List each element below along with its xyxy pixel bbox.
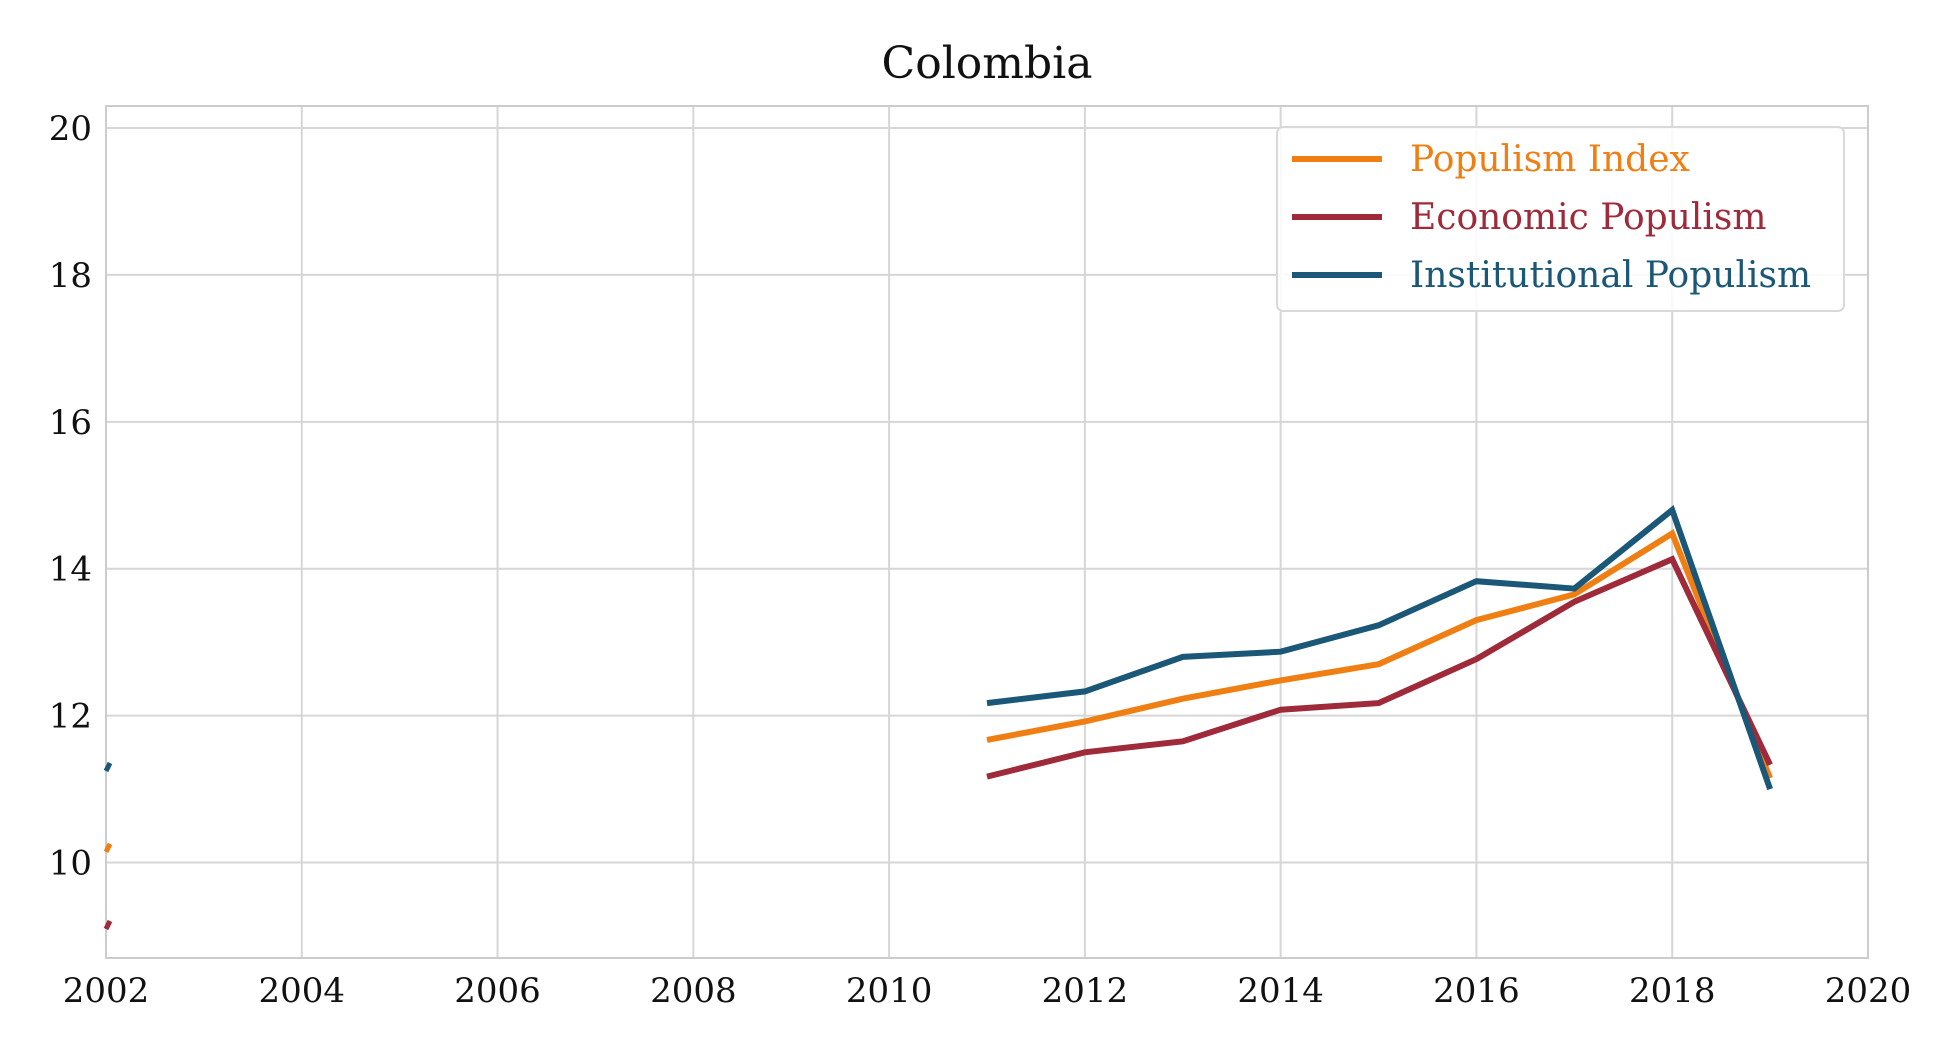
- series-populism-index: [103, 529, 1773, 853]
- legend-item: Institutional Populism: [1292, 255, 1811, 296]
- y-tick-label: 12: [49, 697, 92, 737]
- legend: Populism Index Economic Populism Instituti…: [1276, 126, 1845, 312]
- x-tick-label: 2014: [1237, 971, 1324, 1011]
- x-tick-label: 2006: [454, 971, 541, 1011]
- x-tick-label: 2016: [1433, 971, 1520, 1011]
- x-tick-label: 2012: [1042, 971, 1129, 1011]
- x-tick-label: 2020: [1825, 971, 1912, 1011]
- legend-item: Populism Index: [1292, 139, 1690, 180]
- y-axis: 10 12 14 16 18 20: [49, 109, 92, 883]
- grid: [105, 106, 1869, 958]
- x-tick-label: 2018: [1629, 971, 1716, 1011]
- chart-title: Colombia: [882, 38, 1093, 89]
- legend-label: Economic Populism: [1410, 197, 1767, 238]
- series-line: [986, 555, 1773, 780]
- series-economic-populism: [103, 555, 1773, 931]
- x-tick-label: 2004: [259, 971, 346, 1011]
- legend-label: Populism Index: [1410, 139, 1690, 180]
- series-layer: [103, 505, 1773, 931]
- data-point: [103, 842, 113, 853]
- series-line: [986, 505, 1773, 791]
- x-tick-label: 2008: [650, 971, 737, 1011]
- legend-item: Economic Populism: [1292, 197, 1767, 238]
- legend-box: [1276, 126, 1845, 312]
- series-line: [986, 529, 1773, 780]
- x-tick-label: 2010: [846, 971, 933, 1011]
- data-point: [103, 761, 113, 773]
- y-tick-label: 18: [49, 256, 92, 296]
- x-tick-label: 2002: [63, 971, 150, 1011]
- y-tick-label: 10: [49, 844, 92, 884]
- legend-label: Institutional Populism: [1410, 255, 1811, 296]
- x-axis: 2002 2004 2006 2008 2010 2012 2014 2016 2018 2020: [63, 971, 1912, 1011]
- data-point: [103, 919, 113, 931]
- plot-area: [105, 105, 1869, 959]
- y-tick-label: 16: [49, 403, 92, 443]
- y-tick-label: 14: [49, 550, 92, 590]
- series-institutional-populism: [103, 505, 1773, 791]
- y-tick-label: 20: [49, 109, 92, 149]
